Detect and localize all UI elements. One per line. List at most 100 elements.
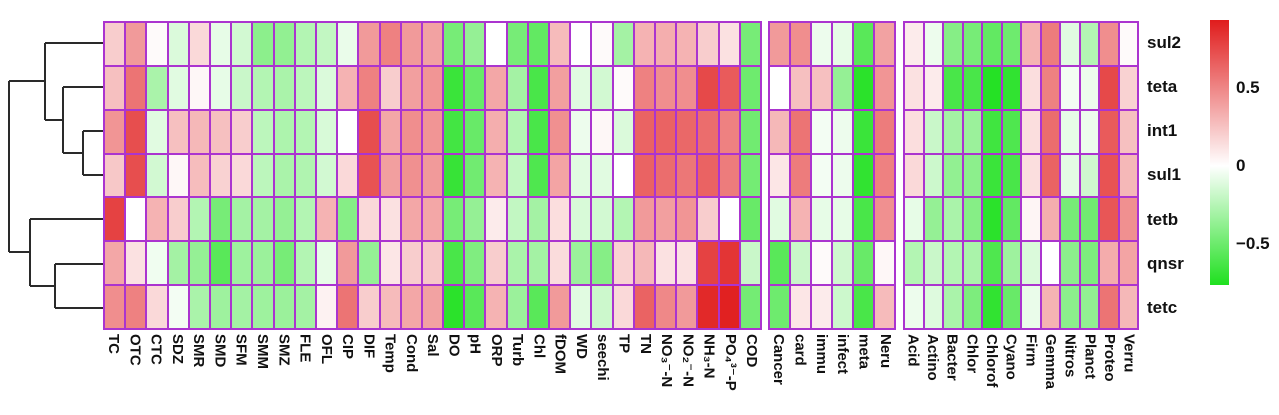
heatmap-cell xyxy=(486,286,506,328)
column-label-text: FLE xyxy=(296,334,314,363)
heatmap-cell xyxy=(507,23,527,65)
heatmap-cell xyxy=(719,23,739,65)
heatmap-cell xyxy=(740,242,760,285)
heatmap-cell xyxy=(232,110,252,153)
heatmap-cell xyxy=(168,286,188,328)
heatmap-cell xyxy=(1002,110,1020,153)
column-label-text: CTC xyxy=(147,334,165,365)
heatmap-cell xyxy=(924,286,942,328)
row-label: int1 xyxy=(1147,121,1178,141)
column-label-text: Planct xyxy=(1081,334,1099,380)
heatmap-cell xyxy=(1002,66,1020,109)
heatmap-cell xyxy=(232,198,252,241)
heatmap-cell xyxy=(253,66,273,109)
heatmap-cell xyxy=(677,198,697,241)
heatmap-cell xyxy=(232,242,252,285)
heatmap-cell xyxy=(486,110,506,153)
heatmap-cell xyxy=(592,198,612,241)
column-label-text: infect xyxy=(834,334,852,375)
heatmap-cell xyxy=(656,110,676,153)
heatmap-cell xyxy=(295,154,315,197)
heatmap-cell xyxy=(791,66,810,109)
heatmap-cell xyxy=(465,198,485,241)
heatmap-cell xyxy=(924,23,942,65)
column-label-text: Verru xyxy=(1120,334,1138,373)
heatmap-cell xyxy=(1119,286,1137,328)
column-label: SMZ xyxy=(273,334,294,366)
heatmap-cell xyxy=(274,66,294,109)
heatmap-cell xyxy=(677,66,697,109)
heatmap-cell xyxy=(295,286,315,328)
column-label-text: Chl xyxy=(530,334,548,359)
column-label: WD xyxy=(571,334,592,359)
heatmap-cell xyxy=(875,198,894,241)
column-label: seechi xyxy=(592,334,613,381)
heatmap-cell xyxy=(812,66,831,109)
column-label: PO₄³⁻-P xyxy=(720,334,741,391)
heatmap-cell xyxy=(126,286,146,328)
heatmap-cell xyxy=(274,154,294,197)
heatmap-cell xyxy=(875,23,894,65)
heatmap-cell xyxy=(1061,66,1079,109)
row-label: qnsr xyxy=(1147,253,1184,273)
column-label: pH xyxy=(465,334,486,354)
row-label: sul1 xyxy=(1147,165,1182,185)
column-label-text: seechi xyxy=(594,334,612,381)
heatmap-cell xyxy=(1041,242,1059,285)
column-label: Turb xyxy=(507,334,528,366)
heatmap-cell xyxy=(1022,154,1040,197)
heatmap-cell xyxy=(854,66,873,109)
heatmap-cell xyxy=(592,242,612,285)
heatmap-cell xyxy=(963,242,981,285)
column-label-text: Neru xyxy=(876,334,894,369)
heatmap-cell xyxy=(380,110,400,153)
row-label: tetb xyxy=(1147,209,1179,229)
colorbar-tick-label: 0 xyxy=(1236,156,1246,175)
heatmap-cell xyxy=(422,242,443,285)
column-label-text: SMR xyxy=(190,334,208,368)
heatmap-cell xyxy=(770,154,789,197)
heatmap-cell xyxy=(944,154,962,197)
heatmap-cell xyxy=(189,23,209,65)
heatmap-cell xyxy=(634,110,655,153)
column-label-text: Cond xyxy=(402,334,420,373)
heatmap-cell xyxy=(444,154,464,197)
column-label: FLE xyxy=(294,334,315,362)
column-label-text: SFM xyxy=(232,334,250,366)
heatmap-cell xyxy=(1119,110,1137,153)
heatmap-cell xyxy=(1080,23,1098,65)
column-label-text: pH xyxy=(466,334,484,354)
column-label: SFM xyxy=(231,334,252,366)
heatmap-cell xyxy=(740,23,760,65)
heatmap-cell xyxy=(274,198,294,241)
column-label: Chlorof xyxy=(982,334,1002,387)
heatmap-cell xyxy=(1061,23,1079,65)
heatmap-cell xyxy=(126,154,146,197)
heatmap-cell xyxy=(316,154,337,197)
row-label: tetc xyxy=(1147,297,1178,317)
heatmap-cell xyxy=(770,242,789,285)
heatmap-cell xyxy=(944,23,962,65)
heatmap-cell xyxy=(168,110,188,153)
heatmap-cell xyxy=(422,66,443,109)
heatmap-cell xyxy=(465,154,485,197)
heatmap-cell xyxy=(232,154,252,197)
heatmap-cell xyxy=(613,154,633,197)
heatmap-cell xyxy=(812,110,831,153)
heatmap-cell xyxy=(1100,242,1118,285)
heatmap-cell xyxy=(613,242,633,285)
column-label: SMD xyxy=(209,334,230,367)
column-label-text: NO₃⁻-N xyxy=(658,334,676,388)
heatmap-cell xyxy=(770,198,789,241)
heatmap-cell xyxy=(338,154,358,197)
heatmap-cell xyxy=(1080,198,1098,241)
heatmap-cell xyxy=(812,242,831,285)
column-label-text: ORP xyxy=(487,334,505,367)
column-label-text: Actino xyxy=(924,334,941,381)
column-label-text: Cyano xyxy=(1002,334,1020,380)
heatmap-cell xyxy=(147,23,167,65)
column-label: Cyano xyxy=(1001,334,1021,380)
heatmap-cell xyxy=(854,242,873,285)
heatmap-cell xyxy=(833,198,852,241)
